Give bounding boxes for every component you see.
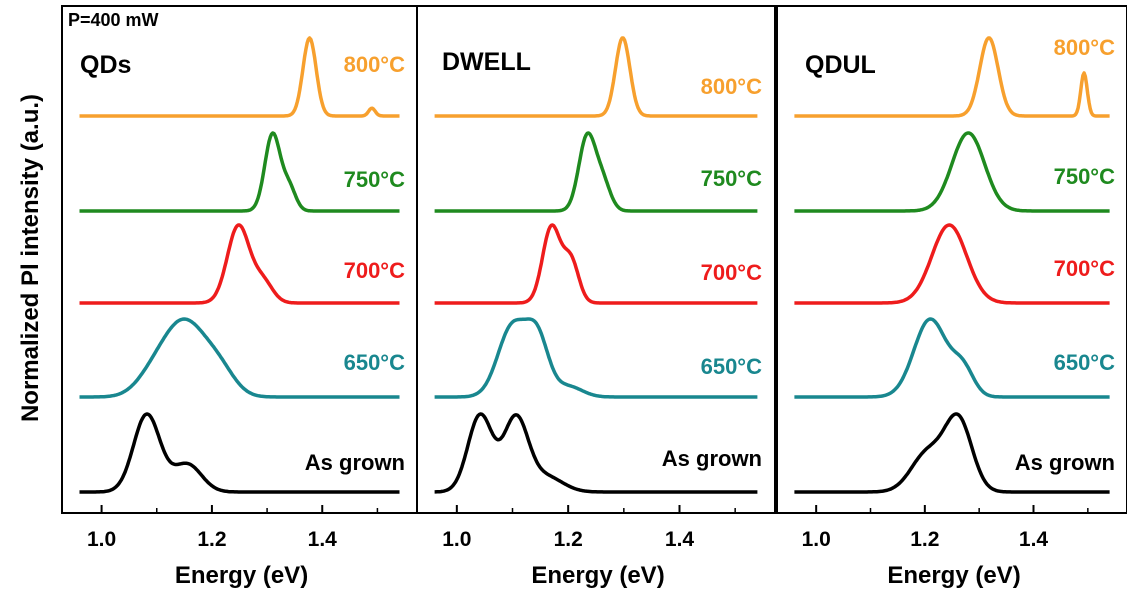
- series-line-650c: [793, 317, 1111, 399]
- series-line-800c: [793, 36, 1111, 118]
- x-tick-label: 1.2: [554, 528, 583, 551]
- series-line-800c: [78, 36, 401, 118]
- series-line-750c: [78, 131, 401, 213]
- x-tick-label: 1.4: [1019, 528, 1049, 551]
- x-tick-label: 1.2: [910, 528, 939, 551]
- x-tick-label: 1.4: [665, 528, 695, 551]
- x-axis-label: Energy (eV): [175, 562, 308, 589]
- x-tick-label: 1.0: [442, 528, 471, 551]
- series-label-as-grown: As grown: [1015, 450, 1115, 475]
- series-label-650c: 650°C: [1054, 350, 1116, 375]
- x-axis-label: Energy (eV): [887, 562, 1020, 589]
- series-label-800c: 800°C: [344, 52, 406, 77]
- x-tick-label: 1.0: [87, 528, 116, 551]
- series-line-750c: [434, 131, 758, 213]
- series-line-700c: [793, 223, 1111, 305]
- series-label-650c: 650°C: [701, 354, 763, 379]
- x-tick-label: 1.0: [802, 528, 831, 551]
- series-label-750c: 750°C: [701, 166, 763, 191]
- panel-title: QDUL: [805, 51, 876, 79]
- series-line-as-grown: [793, 412, 1111, 494]
- series-line-as-grown: [434, 412, 758, 494]
- series-line-as-grown: [78, 412, 401, 494]
- y-axis-label: Normalized Pl intensity (a.u.): [17, 94, 44, 422]
- series-label-800c: 800°C: [701, 74, 763, 99]
- power-label: P=400 mW: [68, 10, 159, 30]
- series-line-800c: [434, 36, 758, 118]
- x-tick-label: 1.2: [197, 528, 226, 551]
- series-label-650c: 650°C: [344, 350, 406, 375]
- panel-frame: [416, 5, 776, 514]
- series-label-750c: 750°C: [1054, 164, 1116, 189]
- series-label-700c: 700°C: [344, 258, 406, 283]
- series-line-700c: [434, 223, 758, 305]
- x-tick-label: 1.4: [308, 528, 338, 551]
- series-label-700c: 700°C: [1054, 256, 1116, 281]
- panel-frame: [776, 5, 1127, 514]
- panel-title: QDs: [80, 51, 131, 79]
- series-label-as-grown: As grown: [662, 446, 762, 471]
- series-line-700c: [78, 223, 401, 305]
- series-line-650c: [78, 317, 401, 399]
- panel-title: DWELL: [442, 48, 531, 76]
- x-axis-label: Energy (eV): [531, 562, 664, 589]
- panel-qdul: 1.0 1.2 1.4 Energy (eV) QDUL As grown 650°C 700…: [776, 5, 1127, 589]
- series-label-700c: 700°C: [701, 260, 763, 285]
- series-label-800c: 800°C: [1054, 35, 1116, 60]
- series-label-as-grown: As grown: [305, 450, 405, 475]
- series-label-750c: 750°C: [344, 167, 406, 192]
- series-line-750c: [793, 131, 1111, 213]
- series-line-650c: [434, 317, 758, 399]
